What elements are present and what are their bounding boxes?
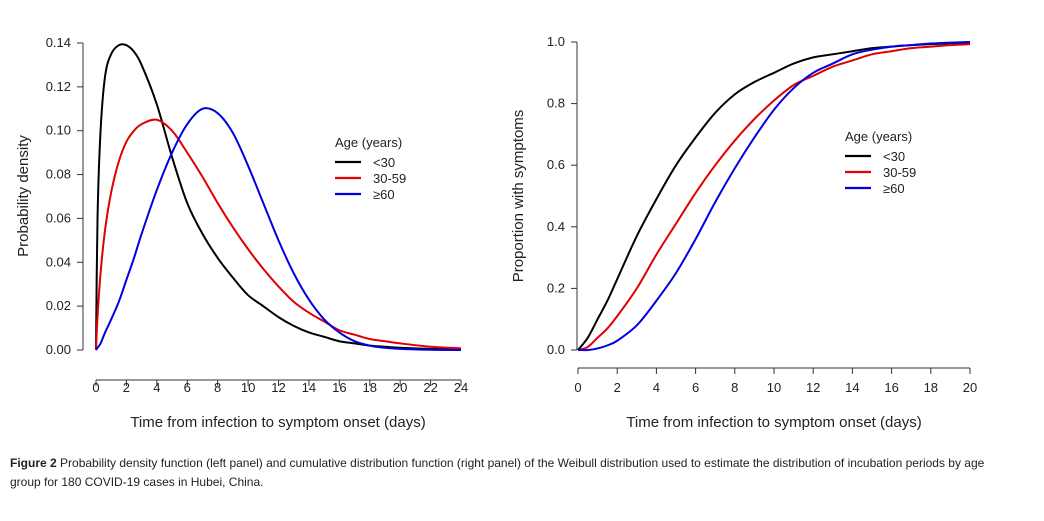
caption-text: Probability density function (left panel… [10,456,985,489]
cdf-x-tick-label: 14 [845,380,859,395]
cdf-x-tick-label: 10 [767,380,781,395]
pdf-x-tick-label: 12 [271,380,285,395]
pdf-y-axis-title: Probability density [15,135,32,257]
cdf-x-tick-label: 12 [806,380,820,395]
cdf-x-tick-label: 8 [731,380,738,395]
pdf-x-tick-label: 20 [393,380,407,395]
figure-label: Figure 2 [10,456,57,470]
cdf-y-tick-label: 0.8 [547,96,565,111]
pdf-x-tick-label: 22 [423,380,437,395]
pdf-series-line-60-plus [95,107,462,351]
cdf-legend-label-60-plus: ≥60 [883,181,905,196]
pdf-y-tick-label: 0.04 [46,254,71,269]
pdf-x-tick-label: 18 [363,380,377,395]
pdf-legend-label-under-30: <30 [373,155,395,170]
cdf-x-tick-label: 6 [692,380,699,395]
cdf-y-tick-label: 0.4 [547,219,565,234]
pdf-series-line-30-59 [95,118,462,351]
cdf-series-line-30-59 [577,43,971,351]
pdf-legend-label-60-plus: ≥60 [373,187,395,202]
pdf-x-tick-label: 0 [92,380,99,395]
cdf-x-tick-label: 20 [963,380,977,395]
cdf-legend-label-30-59: 30-59 [883,165,916,180]
pdf-x-tick-label: 6 [184,380,191,395]
cdf-x-tick-label: 16 [884,380,898,395]
pdf-x-tick-label: 2 [123,380,130,395]
cdf-panel: 0.0 0.2 0.4 0.6 0.8 1.0 0 2 4 6 8 10 12 14 16 18 20 Time … [510,34,977,431]
cdf-y-axis-title: Proportion with symptoms [510,110,527,283]
pdf-y-tick-label: 0.12 [46,79,71,94]
cdf-y-tick-label: 0.0 [547,342,565,357]
pdf-panel: 0.000.020.040.060.080.100.120.140 2 4 6 8 10 1… [15,35,468,431]
pdf-y-tick-label: 0.02 [46,298,71,313]
pdf-x-tick-label: 4 [153,380,160,395]
pdf-x-tick-label: 8 [214,380,221,395]
cdf-series-line-under-30 [577,41,971,351]
cdf-x-tick-label: 2 [614,380,621,395]
cdf-x-axis-title: Time from infection to symptom onset (da… [626,414,921,431]
pdf-x-tick-label: 16 [332,380,346,395]
pdf-y-tick-label: 0.10 [46,123,71,138]
pdf-y-tick-label: 0.06 [46,210,71,225]
pdf-x-tick-label: 14 [302,380,316,395]
pdf-y-tick-label: 0.08 [46,167,71,182]
figure-caption: Figure 2 Probability density function (l… [10,454,1010,492]
cdf-y-tick-label: 0.2 [547,280,565,295]
pdf-x-axis-title: Time from infection to symptom onset (da… [130,414,425,431]
pdf-legend-title: Age (years) [335,135,402,150]
pdf-y-tick-label: 0.14 [46,35,71,50]
cdf-legend-title: Age (years) [845,129,912,144]
pdf-x-tick-label: 24 [454,380,468,395]
figure-canvas: 0.000.020.040.060.080.100.120.140 2 4 6 8 10 1… [15,34,977,431]
cdf-x-tick-label: 18 [924,380,938,395]
cdf-y-tick-label: 0.6 [547,157,565,172]
pdf-legend-label-30-59: 30-59 [373,171,406,186]
cdf-series-line-60-plus [577,41,971,352]
pdf-series-line-under-30 [95,43,462,351]
cdf-x-tick-label: 4 [653,380,660,395]
cdf-x-tick-label: 0 [574,380,581,395]
pdf-x-tick-label: 10 [241,380,255,395]
cdf-legend-label-under-30: <30 [883,149,905,164]
pdf-y-tick-label: 0.00 [46,342,71,357]
cdf-y-tick-label: 1.0 [547,34,565,49]
